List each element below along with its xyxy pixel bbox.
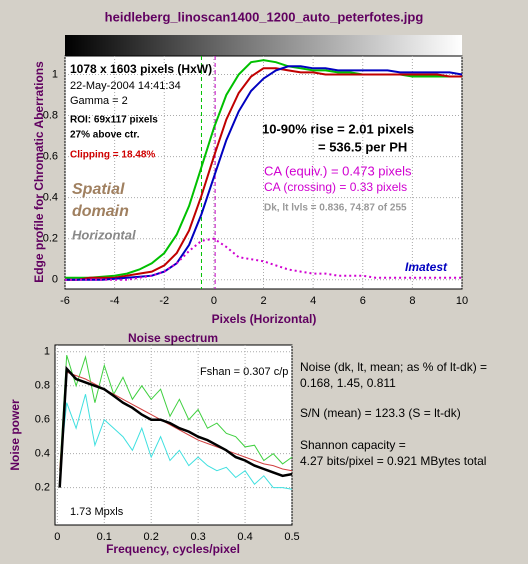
annotation: Gamma = 2 xyxy=(70,95,128,107)
annotation: 10-90% rise = 2.01 pixels xyxy=(262,121,414,136)
data-line xyxy=(65,67,462,281)
y-tick-label: 0.2 xyxy=(43,233,58,245)
x-axis-label: Frequency, cycles/pixel xyxy=(106,542,240,556)
chart-title: heidleberg_linoscan1400_1200_auto_peterf… xyxy=(105,9,424,24)
plot-area xyxy=(64,55,463,290)
x-tick-label: -2 xyxy=(159,295,169,307)
x-tick-label: 0.2 xyxy=(144,531,159,543)
annotation: Noise (dk, lt, mean; as % of lt-dk) = xyxy=(300,360,487,374)
annotation: 4.27 bits/pixel = 0.921 MBytes total xyxy=(300,454,486,468)
annotation: CA (crossing) = 0.33 pixels xyxy=(264,180,407,194)
annotation: Imatest xyxy=(405,260,448,274)
annotation: Clipping = 18.48% xyxy=(70,150,155,161)
edge-chart: -6 -4 -2 0 2 4 6 8 10 0 0.2 0.4 0.6 0.8 1 xyxy=(43,56,468,307)
x-tick-label: 4 xyxy=(310,295,316,307)
y-tick-label: 0.8 xyxy=(43,109,58,121)
annotation: 22-May-2004 14:41:34 xyxy=(70,80,181,92)
y-tick-label: 0.6 xyxy=(35,414,50,426)
annotation: 1.73 Mpxls xyxy=(70,506,124,518)
x-axis-label: Pixels (Horizontal) xyxy=(212,312,317,326)
y-tick-label: 0.6 xyxy=(43,150,58,162)
y-tick-label: 1 xyxy=(44,346,50,358)
data-line xyxy=(65,237,462,281)
y-tick-label: 1 xyxy=(52,68,58,80)
annotation: 1078 x 1603 pixels (HxW) xyxy=(70,62,212,76)
y-tick-label: 0.4 xyxy=(35,448,50,460)
annotation: Horizontal xyxy=(72,227,136,242)
x-tick-label: 0.3 xyxy=(190,531,205,543)
annotation: = 536.5 per PH xyxy=(318,139,407,154)
annotation: 0.168, 1.45, 0.811 xyxy=(300,376,396,390)
data-line xyxy=(59,354,293,471)
annotation: Shannon capacity = xyxy=(300,438,406,452)
x-tick-label: -6 xyxy=(60,295,70,307)
annotation: S/N (mean) = 123.3 (S = lt-dk) xyxy=(300,406,461,420)
y-axis-label: Edge profile for Chromatic Aberrations xyxy=(32,61,46,283)
x-tick-label: -4 xyxy=(110,295,120,307)
x-tick-label: 6 xyxy=(360,295,366,307)
data-line xyxy=(59,394,293,490)
annotation: 27% above ctr. xyxy=(70,130,140,141)
data-line xyxy=(58,365,293,488)
chart-title: Noise spectrum xyxy=(128,331,218,345)
data-line xyxy=(65,65,463,281)
x-tick-label: 0.5 xyxy=(284,531,299,543)
annotation: Spatial xyxy=(72,181,125,198)
x-tick-label: 2 xyxy=(260,295,266,307)
plot-area xyxy=(54,344,293,526)
y-tick-label: 0.2 xyxy=(35,482,50,494)
x-tick-label: 0.1 xyxy=(97,531,112,543)
x-tick-label: 0 xyxy=(211,295,217,307)
noise-chart: 0 0.1 0.2 0.3 0.4 0.5 0.2 0.4 0.6 0.8 1 xyxy=(35,345,300,543)
annotation: Dk, lt lvls = 0.836, 74.87 of 255 xyxy=(264,203,407,214)
y-tick-label: 0.8 xyxy=(35,380,50,392)
x-tick-label: 8 xyxy=(409,295,415,307)
annotation: Fshan = 0.307 c/p xyxy=(200,366,288,378)
annotation: ROI: 69x117 pixels xyxy=(70,115,158,126)
x-tick-label: 0.4 xyxy=(237,531,252,543)
data-line xyxy=(59,371,293,472)
edge-gradient xyxy=(65,35,462,56)
x-tick-label: 10 xyxy=(456,295,468,307)
x-tick-label: 0 xyxy=(54,531,60,543)
annotation: domain xyxy=(72,203,129,220)
y-axis-label: Noise power xyxy=(8,399,22,471)
annotation: CA (equiv.) = 0.473 pixels xyxy=(264,163,412,178)
y-tick-label: 0 xyxy=(52,274,58,286)
y-tick-label: 0.4 xyxy=(43,192,58,204)
